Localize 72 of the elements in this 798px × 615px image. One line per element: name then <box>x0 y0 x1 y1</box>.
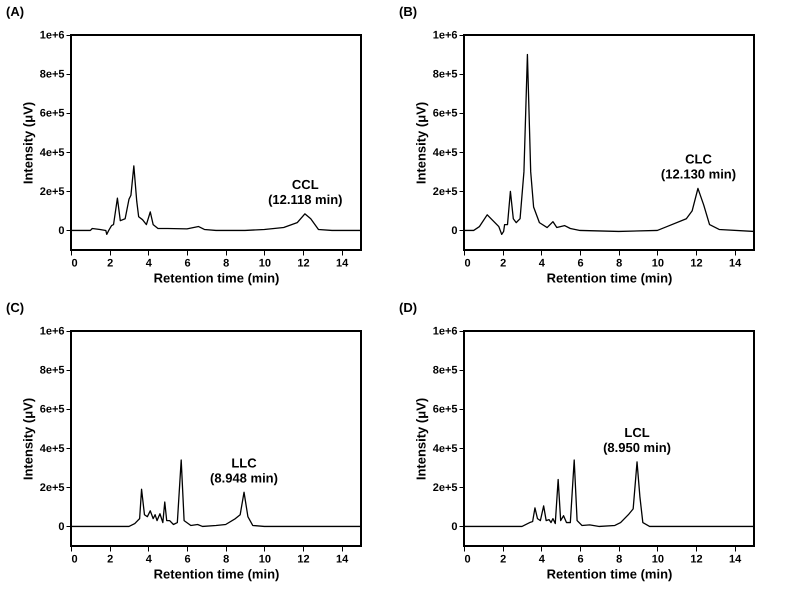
y-tick-label: 8e+5 <box>40 68 64 81</box>
x-tick-label: 10 <box>652 554 664 566</box>
y-tick-label: 0 <box>451 224 458 237</box>
annotation: CLC (12.130 min) <box>660 151 736 182</box>
y-tick-label: 1e+6 <box>40 30 64 42</box>
y-tick-label: 4e+5 <box>432 146 458 159</box>
y-axis-title: Intensity (μV) <box>414 102 429 184</box>
x-tick-label: 4 <box>146 258 153 270</box>
x-tick-label: 12 <box>297 258 310 270</box>
x-tick-label: 0 <box>72 258 78 270</box>
x-tick-label: 8 <box>223 258 230 270</box>
x-tick-label: 14 <box>729 554 742 566</box>
y-tick-label: 2e+5 <box>432 482 458 494</box>
x-tick-label: 14 <box>336 258 350 270</box>
x-tick-label: 8 <box>616 258 622 270</box>
y-tick-label: 4e+5 <box>432 442 458 455</box>
chart-title: (A) <box>6 4 24 19</box>
x-tick-label: 8 <box>616 554 622 566</box>
y-tick-label: 1e+6 <box>432 326 458 338</box>
x-tick-label: 6 <box>184 554 191 566</box>
y-axis-title: Intensity (μV) <box>414 398 429 480</box>
x-tick-label: 12 <box>690 258 703 270</box>
chart-title: (D) <box>399 300 418 315</box>
y-tick-label: 0 <box>451 520 458 533</box>
y-tick-label: 4e+5 <box>40 146 64 159</box>
x-axis-title: Retention time (min) <box>546 566 672 582</box>
y-tick-label: 8e+5 <box>40 364 64 377</box>
y-axis-title: Intensity (μV) <box>20 398 36 480</box>
x-axis-title: Retention time (min) <box>154 270 280 286</box>
y-tick-label: 1e+6 <box>40 326 64 338</box>
y-tick-label: 2e+5 <box>40 482 64 494</box>
x-tick-label: 6 <box>184 258 191 270</box>
annotation: LCL (8.950 min) <box>603 424 671 455</box>
x-axis-title: Retention time (min) <box>154 566 280 582</box>
x-tick-label: 14 <box>729 258 742 270</box>
x-tick-label: 10 <box>652 258 664 270</box>
y-tick-label: 6e+5 <box>432 108 458 120</box>
x-tick-label: 2 <box>107 258 114 270</box>
y-tick-label: 2e+5 <box>40 186 64 198</box>
x-tick-label: 0 <box>72 554 78 566</box>
x-tick-label: 2 <box>500 258 506 270</box>
y-tick-label: 6e+5 <box>40 108 64 120</box>
x-tick-label: 6 <box>577 258 584 270</box>
y-tick-label: 6e+5 <box>432 404 458 416</box>
x-tick-label: 10 <box>258 554 271 566</box>
x-tick-label: 8 <box>223 554 230 566</box>
annotation: LLC (8.948 min) <box>210 455 278 486</box>
y-tick-label: 8e+5 <box>432 68 458 81</box>
x-tick-label: 12 <box>690 554 703 566</box>
chart-title: (C) <box>6 300 24 315</box>
annotation: CCL (12.118 min) <box>268 176 342 207</box>
y-tick-label: 2e+5 <box>432 186 458 198</box>
x-tick-label: 4 <box>538 258 546 270</box>
x-axis-title: Retention time (min) <box>546 270 672 286</box>
x-tick-label: 2 <box>500 554 506 566</box>
x-tick-label: 6 <box>577 554 584 566</box>
y-tick-label: 8e+5 <box>432 364 458 377</box>
x-tick-label: 0 <box>464 554 471 566</box>
x-tick-label: 4 <box>146 554 153 566</box>
x-tick-label: 10 <box>258 258 271 270</box>
x-tick-label: 12 <box>297 554 310 566</box>
y-tick-label: 6e+5 <box>40 404 64 416</box>
y-tick-label: 1e+6 <box>432 30 458 42</box>
x-tick-label: 0 <box>464 258 471 270</box>
y-axis-title: Intensity (μV) <box>20 102 36 184</box>
x-tick-label: 2 <box>107 554 114 566</box>
y-tick-label: 0 <box>58 520 64 533</box>
y-tick-label: 0 <box>58 224 64 237</box>
x-tick-label: 4 <box>538 554 546 566</box>
chart-title: (B) <box>399 4 418 19</box>
y-tick-label: 4e+5 <box>40 442 64 455</box>
x-tick-label: 14 <box>336 554 350 566</box>
